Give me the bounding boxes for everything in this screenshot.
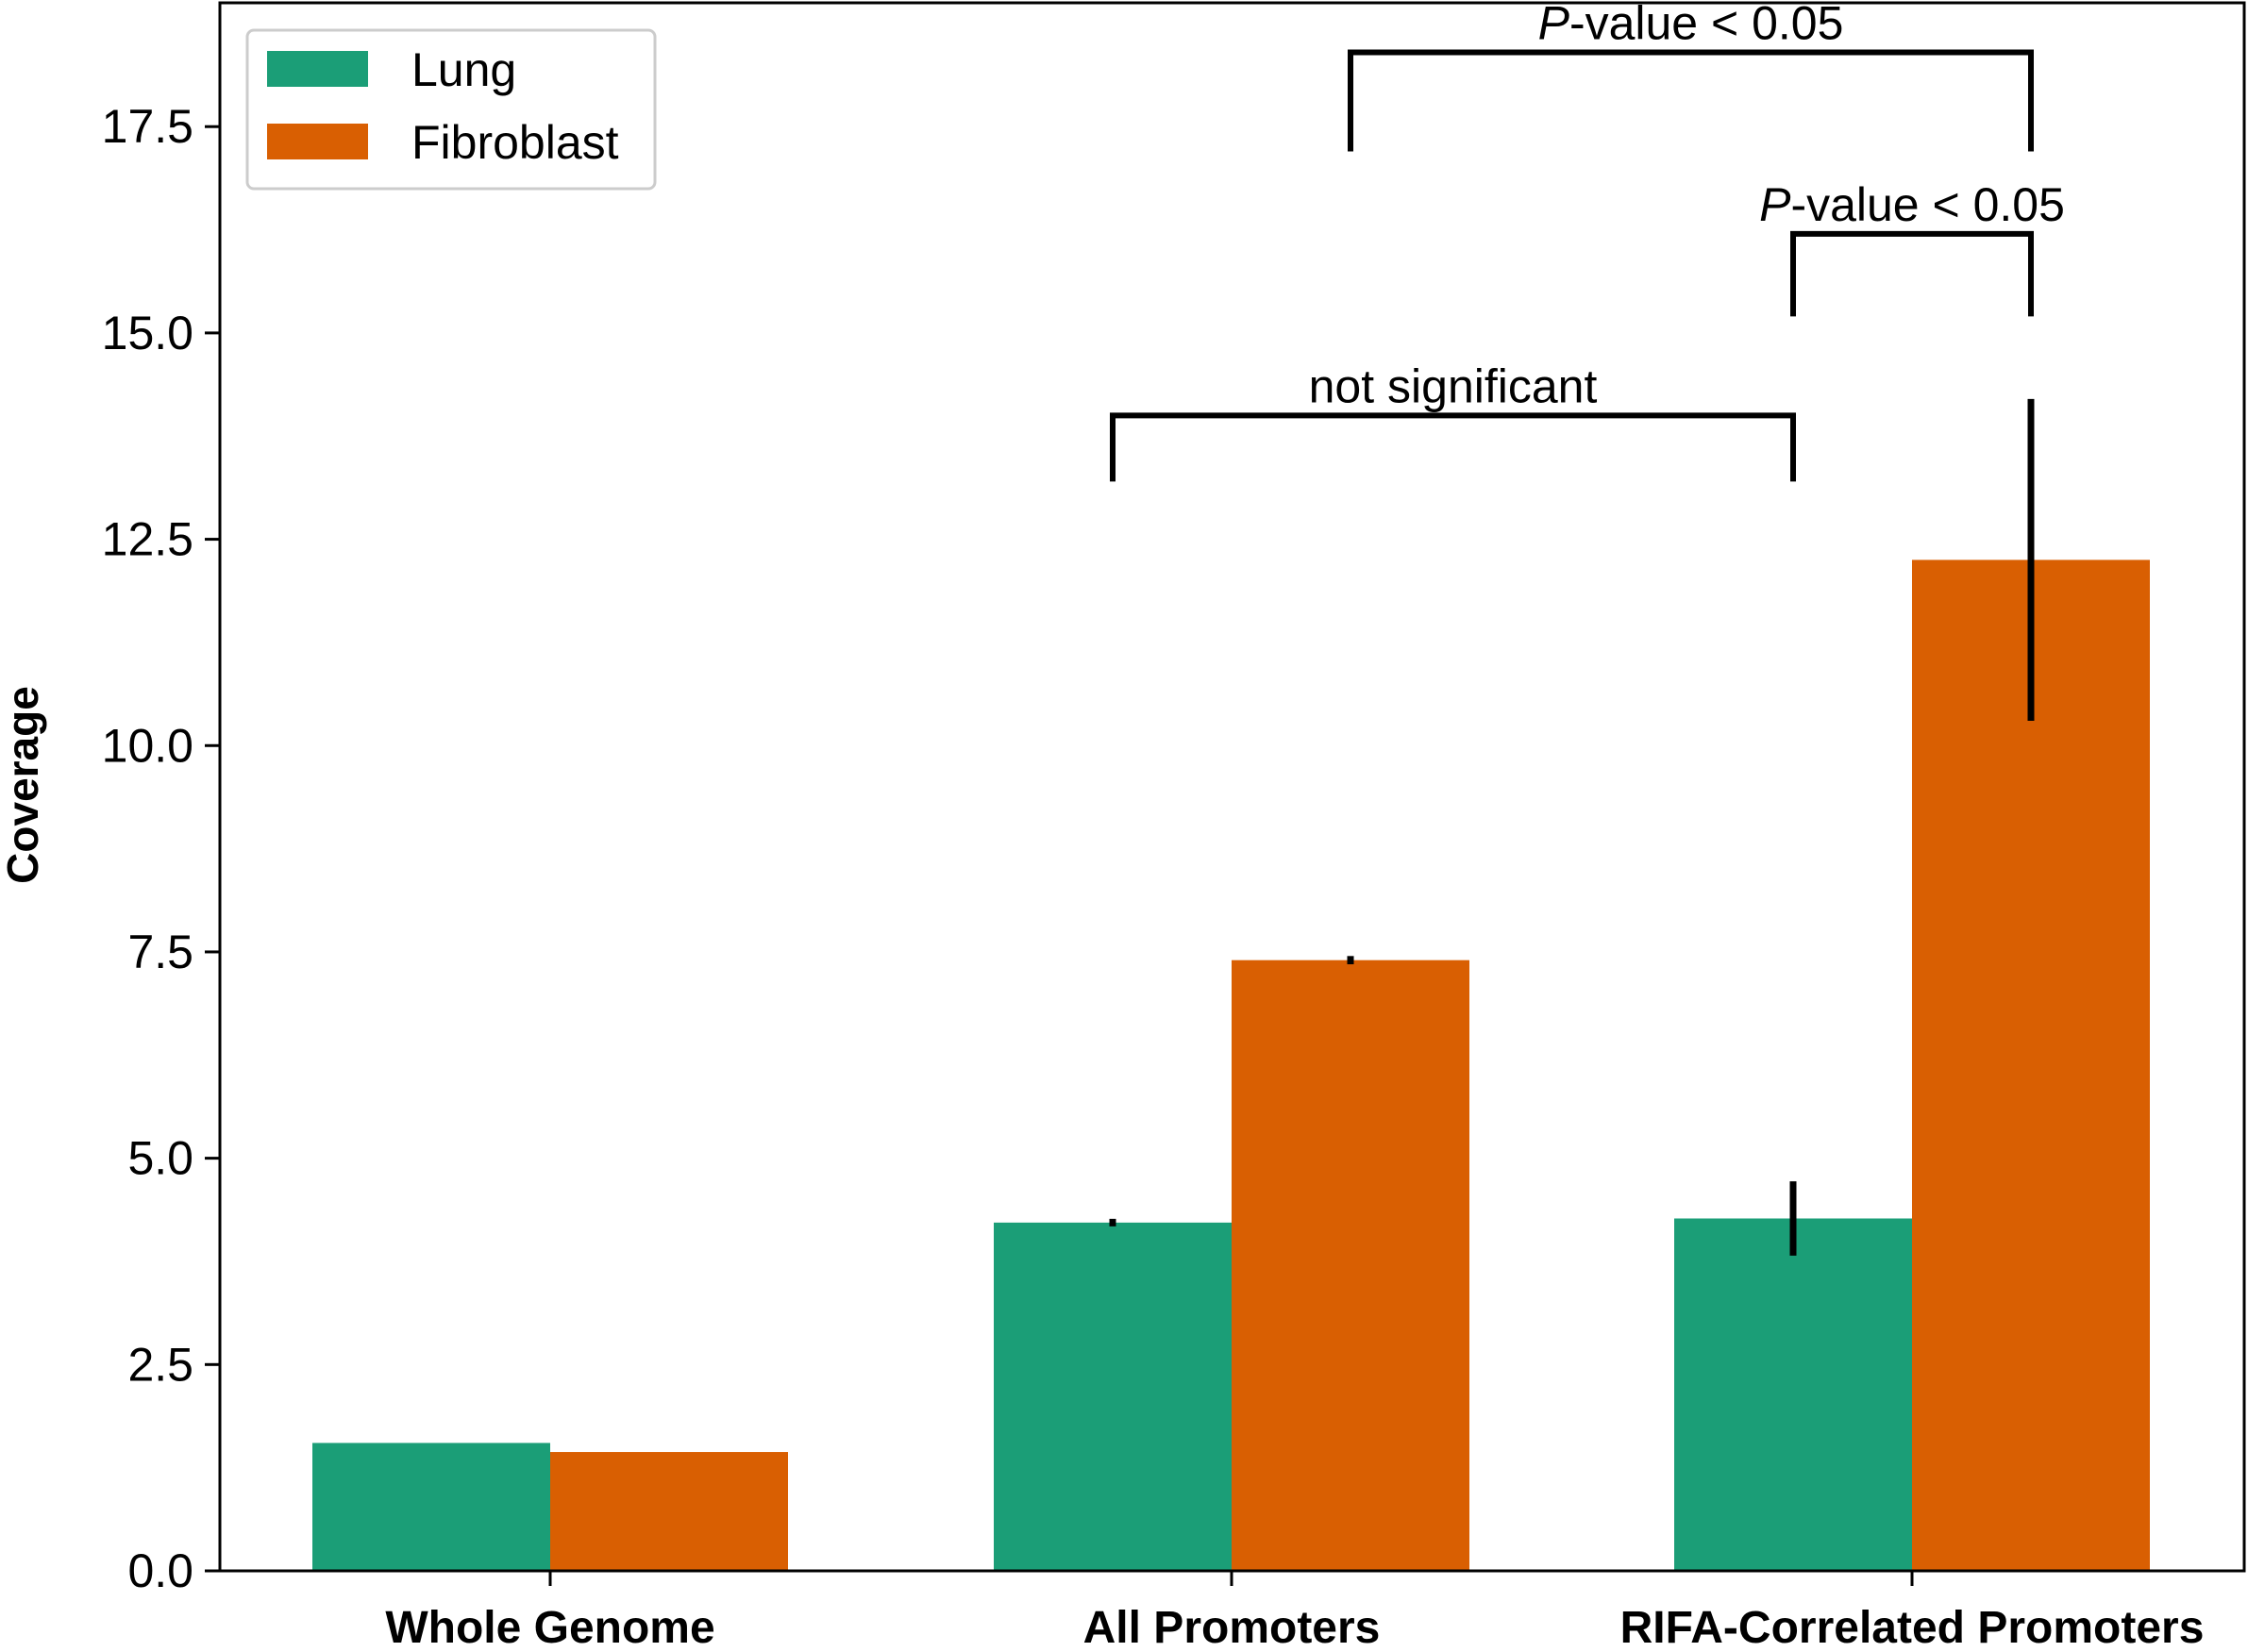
legend-label-fibroblast: Fibroblast (411, 116, 619, 169)
legend-swatch-lung (267, 51, 368, 87)
y-tick-label-2: 2.5 (127, 1338, 193, 1391)
significance-bracket-3 (1110, 412, 1796, 482)
bar-fibroblast-2 (1232, 959, 1469, 1571)
significance-label-text-1: -value < 0.05 (1569, 0, 1843, 49)
bar-fibroblast-3 (1912, 559, 2150, 1571)
legend: Lung Fibroblast (245, 28, 657, 191)
x-category-label-1: Whole Genome (385, 1603, 714, 1647)
significance-label-1: P-value < 0.05 (1538, 0, 1844, 49)
axis-layer: 0.0 2.5 5.0 7.5 10.0 12.5 15.0 17.5 Whole Genome… (0, 100, 2205, 1652)
bar-fibroblast-1 (550, 1452, 788, 1571)
y-tick-label-3: 5.0 (127, 1132, 193, 1185)
significance-bracket-2 (1790, 230, 2034, 317)
bar-lung-2 (994, 1222, 1232, 1571)
legend-label-lung: Lung (411, 43, 516, 96)
significance-label-2: P-value < 0.05 (1759, 178, 2065, 231)
significance-label-italic-1: P (1538, 0, 1570, 49)
y-tick-label-6: 12.5 (102, 513, 193, 566)
y-tick-label-8: 17.5 (102, 100, 193, 153)
y-axis-title: Coverage (0, 686, 47, 884)
significance-bracket-1 (1348, 49, 2034, 152)
significance-label-text-3: not significant (1309, 359, 1598, 412)
significance-label-italic-2: P (1759, 178, 1791, 231)
bar-lung-1 (312, 1443, 550, 1571)
y-tick-label-4: 7.5 (127, 926, 193, 978)
significance-label-text-2: -value < 0.05 (1790, 178, 2064, 231)
x-category-label-3: RIFA-Correlated Promoters (1620, 1603, 2205, 1647)
y-tick-label-1: 0.0 (127, 1544, 193, 1597)
bar-lung-3 (1674, 1218, 1912, 1571)
legend-swatch-fibroblast (267, 124, 368, 159)
x-category-label-2: All Promoters (1083, 1603, 1381, 1647)
significance-label-3: not significant (1309, 359, 1598, 412)
y-tick-label-5: 10.0 (102, 719, 193, 772)
y-tick-label-7: 15.0 (102, 307, 193, 359)
